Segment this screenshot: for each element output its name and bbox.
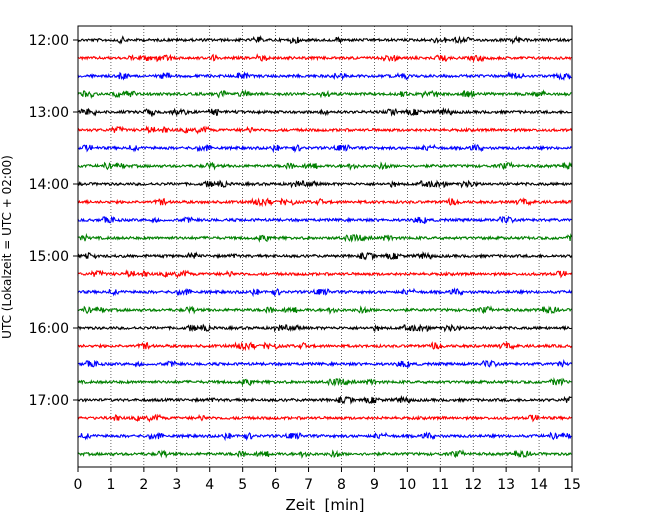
x-axis-label: Zeit [min]	[285, 496, 364, 514]
trace-row-2	[77, 71, 572, 81]
trace-row-1	[77, 53, 572, 64]
trace-row-23	[77, 449, 572, 459]
x-tick-label-5: 5	[238, 477, 247, 493]
x-tick-label-0: 0	[74, 477, 83, 493]
x-tick-label-4: 4	[205, 477, 214, 493]
trace-row-3	[77, 89, 572, 99]
trace-row-11	[77, 232, 573, 243]
x-tick-label-3: 3	[172, 477, 181, 493]
x-tick-label-7: 7	[304, 477, 313, 493]
y-tick-label-1: 13:00	[29, 105, 69, 121]
x-tick-label-13: 13	[497, 477, 515, 493]
trace-row-15	[77, 305, 572, 315]
trace-row-0	[77, 34, 572, 45]
y-axis: 12:00 13:00 14:00 15:00 16:00 17:00	[29, 33, 78, 409]
trace-row-9	[77, 197, 572, 208]
seismic-traces	[77, 34, 573, 459]
x-tick-label-15: 15	[563, 477, 581, 493]
trace-row-18	[77, 358, 572, 369]
x-axis: 0 1 2 3 4 5 6 7 8 9 10 11 12 13 14 15	[74, 467, 581, 493]
plot-frame	[77, 25, 573, 468]
y-tick-label-3: 15:00	[29, 249, 69, 265]
trace-row-20	[77, 395, 572, 405]
trace-row-10	[77, 215, 572, 225]
y-tick-label-2: 14:00	[29, 177, 69, 193]
x-tick-label-9: 9	[370, 477, 379, 493]
trace-row-13	[77, 269, 572, 279]
trace-row-4	[77, 107, 572, 118]
y-tick-label-4: 16:00	[29, 321, 69, 337]
trace-row-16	[77, 323, 572, 333]
x-tick-label-11: 11	[431, 477, 449, 493]
x-tick-label-14: 14	[530, 477, 548, 493]
trace-row-19	[77, 377, 572, 387]
trace-row-14	[77, 287, 573, 298]
trace-row-7	[77, 161, 573, 171]
x-tick-label-10: 10	[398, 477, 416, 493]
x-tick-label-8: 8	[337, 477, 346, 493]
x-tick-label-12: 12	[464, 477, 482, 493]
trace-row-22	[77, 431, 572, 442]
y-tick-label-5: 17:00	[29, 393, 69, 409]
x-tick-label-6: 6	[271, 477, 280, 493]
x-tick-label-1: 1	[106, 477, 115, 493]
trace-row-8	[77, 179, 572, 189]
trace-row-17	[77, 341, 572, 352]
y-axis-label: UTC (Lokalzeit = UTC + 02:00)	[0, 155, 14, 339]
trace-row-21	[77, 413, 572, 423]
trace-row-6	[77, 143, 572, 154]
y-tick-label-0: 12:00	[29, 33, 69, 49]
x-tick-label-2: 2	[139, 477, 148, 493]
trace-row-5	[77, 125, 573, 135]
trace-row-12	[77, 251, 573, 261]
plot-background	[78, 26, 572, 467]
